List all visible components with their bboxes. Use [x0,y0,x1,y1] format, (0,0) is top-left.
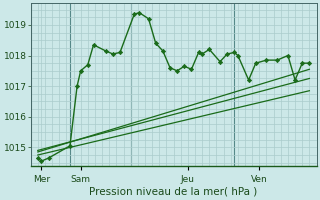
X-axis label: Pression niveau de la mer( hPa ): Pression niveau de la mer( hPa ) [90,187,258,197]
